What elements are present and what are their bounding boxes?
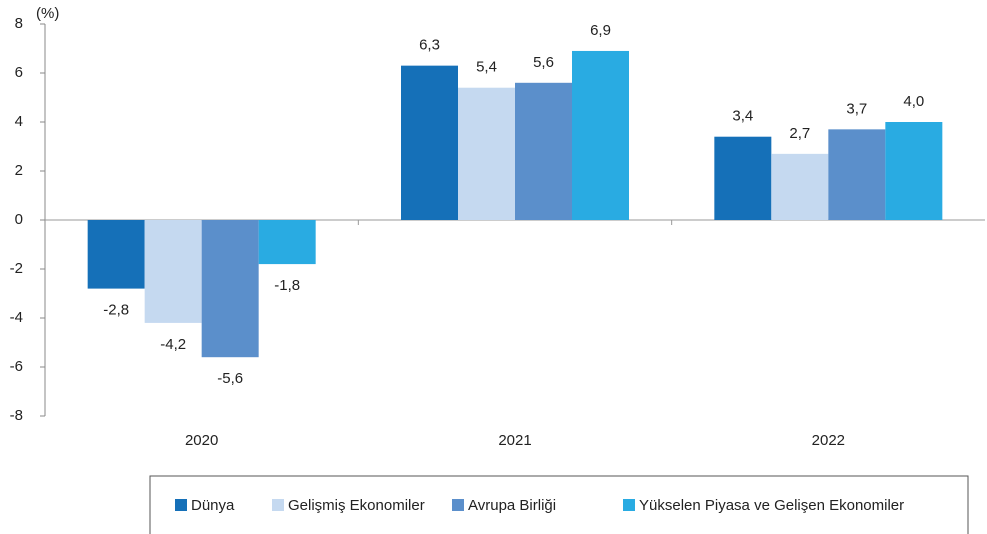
legend-swatch bbox=[452, 499, 464, 511]
bar bbox=[885, 122, 943, 220]
value-label: 2,7 bbox=[789, 125, 810, 142]
legend-box bbox=[149, 475, 969, 534]
bar bbox=[515, 82, 572, 220]
legend-swatch bbox=[175, 499, 187, 511]
bar bbox=[258, 220, 316, 265]
y-tick-label: 6 bbox=[15, 64, 23, 81]
legend-swatch bbox=[623, 499, 635, 511]
legend-swatch bbox=[272, 499, 284, 511]
value-label: -4,2 bbox=[160, 336, 186, 353]
bar bbox=[201, 220, 259, 358]
value-label: 6,9 bbox=[590, 22, 611, 39]
y-axis-label: (%) bbox=[36, 5, 59, 22]
legend-label: Gelişmiş Ekonomiler bbox=[288, 497, 425, 514]
legend-label: Avrupa Birliği bbox=[468, 497, 556, 514]
bar bbox=[401, 65, 458, 221]
bar bbox=[144, 220, 202, 323]
value-label: 4,0 bbox=[903, 93, 924, 110]
value-label: -2,8 bbox=[103, 302, 129, 319]
y-tick-label: -8 bbox=[10, 407, 23, 424]
bar bbox=[828, 129, 886, 220]
bar bbox=[458, 87, 515, 220]
y-tick-label: -2 bbox=[10, 260, 23, 277]
x-tick-label: 2022 bbox=[812, 432, 845, 449]
value-label: 5,6 bbox=[533, 54, 554, 71]
x-tick-label: 2021 bbox=[498, 432, 531, 449]
bar bbox=[572, 50, 629, 221]
value-label: -1,8 bbox=[274, 277, 300, 294]
legend-label: Dünya bbox=[191, 497, 235, 514]
legend-label: Yükselen Piyasa ve Gelişen Ekonomiler bbox=[639, 497, 904, 514]
bar bbox=[87, 220, 145, 289]
bar bbox=[714, 136, 772, 220]
x-tick-label: 2020 bbox=[185, 432, 218, 449]
y-tick-label: 2 bbox=[15, 162, 23, 179]
y-tick-label: 0 bbox=[15, 211, 23, 228]
value-label: 3,7 bbox=[846, 100, 867, 117]
y-tick-label: -4 bbox=[10, 309, 23, 326]
y-tick-label: 8 bbox=[15, 15, 23, 32]
bar bbox=[771, 153, 829, 220]
value-label: 6,3 bbox=[419, 37, 440, 54]
value-label: 3,4 bbox=[732, 108, 753, 125]
y-tick-label: 4 bbox=[15, 113, 23, 130]
y-tick-label: -6 bbox=[10, 358, 23, 375]
value-label: 5,4 bbox=[476, 59, 497, 76]
value-label: -5,6 bbox=[217, 370, 243, 387]
